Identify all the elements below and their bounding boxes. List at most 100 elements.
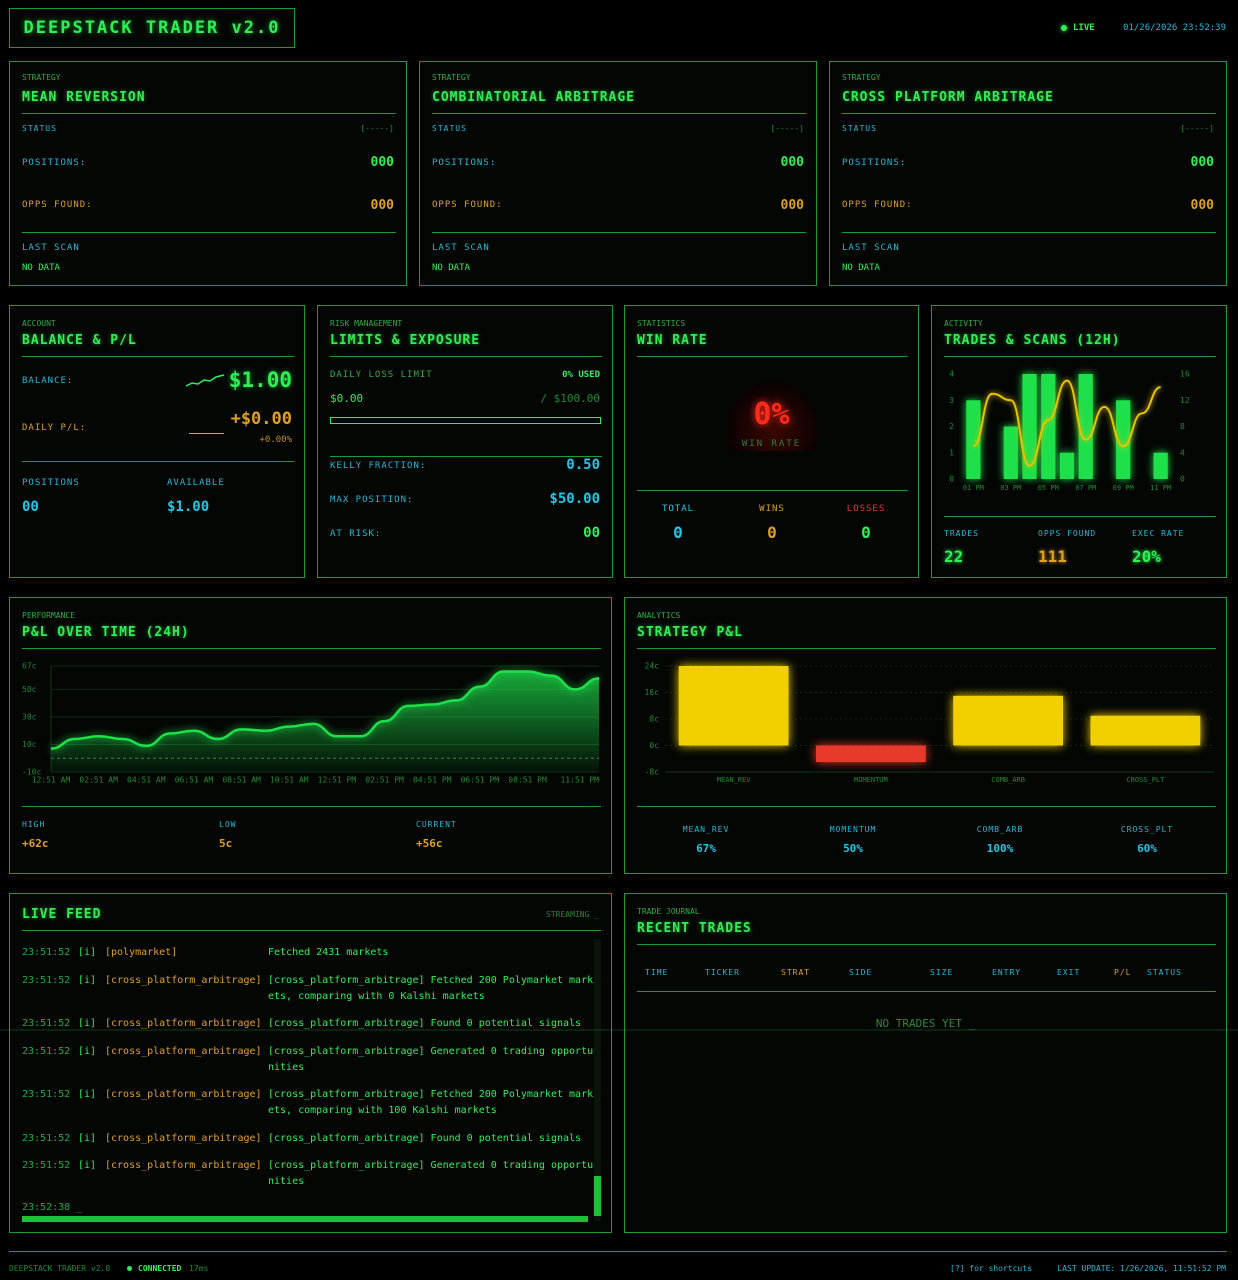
footer-last-update: LAST UPDATE: 1/26/2026, 11:51:52 PM	[1057, 1264, 1226, 1273]
feed-time: 23:51:52	[22, 947, 71, 958]
opps-label: OPPS FOUND:	[432, 200, 503, 210]
win-rate-glow	[728, 381, 818, 451]
divider	[637, 490, 908, 491]
x-tick-label: CROSS_PLT	[1126, 776, 1165, 784]
x-tick-label: 12:51 PM	[318, 776, 357, 785]
bar	[1003, 426, 1018, 479]
chart: -10c 10c 30c 50c 67c 12:51 AM 02:51 AM 04:51 AM…	[22, 662, 600, 785]
panel-title: WIN RATE	[637, 333, 708, 348]
panel-kicker: ACTIVITY	[944, 319, 983, 328]
divider	[637, 648, 1216, 649]
header-datetime: 01/26/2026 23:52:39	[1123, 23, 1226, 33]
total-label: TOTAL	[661, 504, 695, 514]
max-position-label: MAX POSITION:	[330, 495, 414, 505]
low-value: 5c	[219, 837, 233, 850]
used-value: 0% USED	[562, 370, 600, 380]
at-risk-value: 00	[583, 525, 600, 541]
wins-value: 0	[767, 523, 777, 542]
x-tick-label: 03 PM	[1000, 484, 1021, 492]
panel-title: STRATEGY P&L	[637, 625, 743, 640]
daily-loss-label: DAILY LOSS LIMIT	[330, 370, 433, 380]
status-value: [-----]	[1180, 124, 1214, 133]
feed-message: [cross_platform_arbitrage] Found 0 poten…	[268, 1018, 582, 1029]
panel-title: RECENT TRADES	[637, 921, 752, 936]
column-header: EXIT	[1057, 968, 1081, 977]
x-tick-label: 04:51 AM	[127, 776, 166, 785]
column-header: P/L	[1114, 968, 1132, 977]
feed-entry: 23:51:52 [i] [cross_platform_arbitrage] [cr…	[22, 973, 594, 1005]
sparkline	[185, 374, 225, 387]
daily-pl-label: DAILY P/L:	[22, 423, 87, 433]
losses-value: 0	[861, 523, 871, 542]
y-tick-label: 16c	[645, 688, 660, 697]
positions-label: POSITIONS:	[842, 158, 907, 168]
card-kicker: STRATEGY	[432, 73, 471, 82]
divider	[842, 232, 1216, 233]
line	[50, 670, 600, 750]
footer-app: DEEPSTACK TRADER v2.0	[9, 1264, 111, 1273]
opps-label: OPPS FOUND:	[22, 200, 93, 210]
column-header: SIZE	[930, 968, 954, 977]
feed-message: [cross_platform_arbitrage] Generated 0 t…	[268, 1045, 594, 1073]
chart	[185, 374, 225, 387]
feed-source: [cross_platform_arbitrage]	[105, 1089, 262, 1100]
bar	[1022, 374, 1037, 479]
y-tick-label: 8c	[649, 715, 659, 724]
low-label: LOW	[219, 820, 237, 829]
strategy-card: STRATEGY MEAN REVERSION STATUS [-----] POSIT…	[9, 61, 407, 286]
feed-progress	[22, 1216, 588, 1222]
divider	[22, 648, 601, 649]
progress-bar	[330, 417, 601, 424]
x-tick-label: MOMENTUM	[854, 776, 888, 784]
account-panel: ACCOUNT BALANCE & P/L BALANCE: $1.00 DAILY P…	[9, 305, 305, 578]
x-tick-label: COMB_ARB	[991, 776, 1025, 784]
positions-label: POSITIONS:	[432, 158, 497, 168]
positions-value: 00	[22, 499, 39, 515]
y-tick-label: 4	[949, 370, 954, 379]
feed-entry: 23:51:52 [i] [cross_platform_arbitrage] [cr…	[22, 1158, 593, 1190]
y-tick-label: 0c	[649, 741, 659, 750]
kelly-label: KELLY FRACTION:	[330, 461, 427, 471]
divider	[432, 113, 806, 114]
y-tick-label: 30c	[22, 712, 37, 721]
feed-message: [cross_platform_arbitrage] Fetched 200 P…	[268, 1089, 594, 1116]
bar	[1059, 452, 1075, 479]
x-tick-label: 06:51 PM	[461, 776, 500, 785]
panel-title: LIMITS & EXPOSURE	[330, 333, 481, 348]
y-tick-label: 67c	[22, 662, 37, 671]
bar	[1116, 400, 1131, 479]
bar	[1153, 452, 1168, 479]
footer-shortcuts: [?] for shortcuts	[950, 1264, 1032, 1273]
feed-list: 23:51:52 [i] [polymarket] Fetched 2431 mark…	[22, 945, 594, 1202]
divider	[22, 356, 294, 357]
y-tick-label: 0	[949, 475, 954, 484]
feed-source: [cross_platform_arbitrage]	[105, 974, 262, 986]
feed-message: [cross_platform_arbitrage] Found 0 poten…	[268, 1132, 582, 1144]
last-scan-label: LAST SCAN	[22, 243, 80, 253]
limit-value: / $100.00	[540, 392, 600, 405]
x-tick-label: 08:51 PM	[508, 776, 547, 785]
positions-value: 000	[1190, 155, 1214, 170]
feed-time: 23:51:52	[22, 1089, 71, 1100]
balance-label: BALANCE:	[22, 376, 74, 386]
x-tick-label: 04:51 PM	[413, 776, 452, 785]
bar	[815, 745, 926, 763]
feed-level: [i]	[78, 1089, 97, 1100]
feed-message: [cross_platform_arbitrage] Fetched 200 P…	[268, 974, 594, 1002]
live-feed-panel: LIVE FEED STREAMING _ 23:51:52 [i] [polymark…	[9, 893, 612, 1233]
feed-message: Fetched 2431 markets	[268, 947, 389, 958]
y-tick-label: -8c	[645, 768, 660, 777]
area	[51, 671, 599, 772]
y2-tick-label: 4	[1180, 448, 1185, 457]
strategy-name: CROSS PLATFORM ARBITRAGE	[842, 90, 1054, 105]
y-tick-label: 10c	[22, 740, 37, 749]
feed-cursor: 23:52:38 _	[22, 1202, 83, 1213]
feed-level: [i]	[78, 1018, 97, 1029]
positions-value: 000	[780, 155, 804, 170]
strategy-card: STRATEGY COMBINATORIAL ARBITRAGE STATUS [--…	[419, 61, 817, 286]
card-kicker: STRATEGY	[842, 73, 881, 82]
daily-pl-pct: +0.00%	[259, 435, 292, 445]
column-header: STATUS	[1147, 968, 1182, 977]
status-label: STATUS	[22, 124, 57, 133]
panel-kicker: ACCOUNT	[22, 319, 56, 328]
